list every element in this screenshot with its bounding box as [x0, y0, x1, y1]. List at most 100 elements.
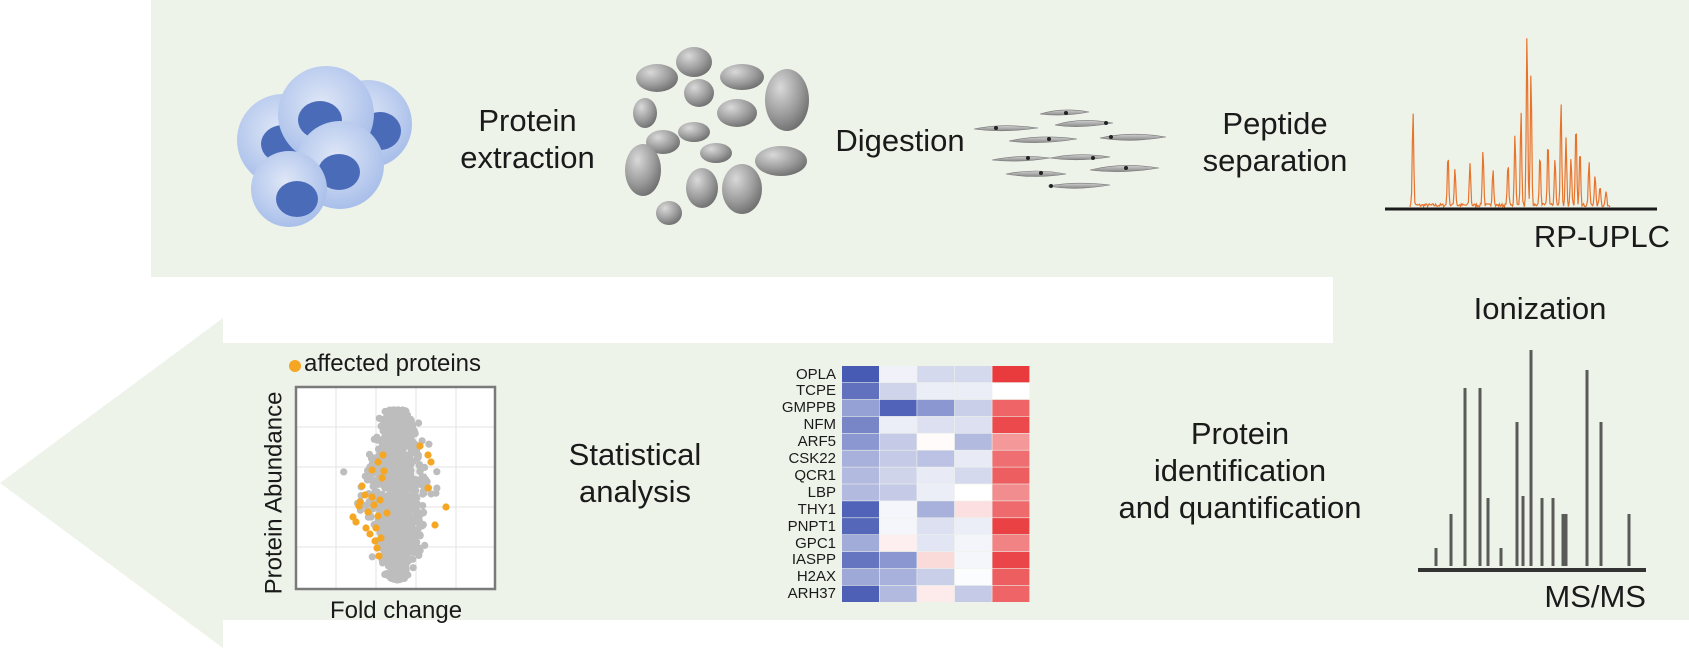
peptide-separation-label: Peptide separation: [1175, 105, 1375, 179]
heatmap-cell: [954, 568, 992, 586]
heatmap-cell: [842, 450, 879, 467]
plot-point: [390, 470, 398, 478]
peptide: [1049, 154, 1111, 161]
affected-point: [376, 496, 384, 504]
plot-point: [416, 547, 424, 555]
protein-blob: [636, 64, 678, 92]
heatmap-cell: [954, 551, 992, 569]
heatmap-cell: [879, 585, 917, 602]
heatmap-cell: [917, 535, 955, 552]
plot-point: [373, 433, 381, 441]
protein-identification-label: Protein identification and quantificatio…: [1090, 415, 1390, 527]
heatmap-cell: [954, 484, 992, 501]
protein-blob: [625, 144, 661, 196]
plot-point: [367, 513, 375, 521]
affected-point: [364, 508, 372, 516]
plot-point: [393, 415, 401, 423]
plot-point: [403, 533, 411, 541]
heatmap-cell: [992, 416, 1030, 433]
plot-point: [422, 475, 430, 484]
label-line: Protein: [1190, 416, 1290, 451]
heatmap-cell: [842, 501, 879, 518]
heatmap-cell: [954, 518, 992, 535]
heatmap-row-label: ARF5: [797, 433, 836, 451]
plot-point: [409, 564, 417, 572]
heatmap-row-label: PNPT1: [787, 517, 836, 535]
label-line: analysis: [579, 474, 691, 510]
plot-point: [399, 475, 407, 483]
peptide: [1039, 109, 1090, 116]
protein-blob: [686, 168, 718, 208]
plot-point: [388, 520, 396, 529]
affected-point: [427, 458, 435, 466]
heatmap-cell: [954, 535, 992, 552]
affected-point: [372, 524, 380, 532]
plot-point: [395, 548, 403, 556]
heatmap-cell: [879, 518, 917, 535]
heatmap-row-label: OPLA: [795, 365, 836, 383]
heatmap-cell: [954, 467, 992, 484]
heatmap-cell: [879, 535, 917, 552]
heatmap-cell: [842, 535, 879, 552]
label-line: separation: [1202, 143, 1348, 179]
plot-point: [393, 560, 401, 569]
volcano-legend-label: affected proteins: [304, 350, 482, 377]
plot-point: [368, 553, 376, 561]
affected-point: [371, 537, 379, 545]
heatmap-cell: [992, 467, 1030, 484]
affected-point: [424, 484, 432, 492]
heatmap-cell: [879, 416, 917, 433]
plot-point: [390, 495, 398, 503]
plot-point: [401, 562, 409, 570]
cell: [251, 151, 327, 227]
plot-point: [412, 487, 420, 495]
heatmap-row-label: LBP: [807, 483, 836, 501]
heatmap-cell: [954, 433, 992, 450]
heatmap-cell: [879, 501, 917, 518]
heatmap-cell: [879, 366, 917, 383]
heatmap-cell: [842, 433, 879, 450]
heatmap-cell: [917, 501, 955, 518]
heatmap-cell: [842, 416, 879, 433]
label-line: Statistical: [568, 437, 702, 472]
plot-point: [379, 427, 387, 435]
label-line: Peptide: [1222, 106, 1328, 141]
affected-point: [349, 513, 357, 521]
affected-point: [379, 451, 387, 459]
protein-blob: [676, 47, 712, 77]
plot-point: [369, 454, 377, 462]
digestion-label: Digestion: [835, 123, 965, 158]
plot-point: [398, 424, 406, 432]
affected-point: [383, 509, 391, 517]
heatmap-cell: [992, 366, 1030, 383]
heatmap-cell: [954, 399, 992, 417]
heatmap-cell: [879, 399, 917, 417]
plot-point: [416, 466, 424, 474]
protein-blob: [755, 146, 807, 176]
plot-point: [403, 491, 411, 499]
heatmap-cell: [842, 467, 879, 484]
heatmap-cell: [842, 551, 879, 569]
heatmap-row-label: ARH37: [787, 585, 836, 603]
affected-point: [374, 512, 382, 520]
heatmap-cell: [842, 366, 879, 383]
peptide: [1054, 120, 1114, 127]
plot-point: [385, 438, 393, 446]
heatmap-cell: [992, 518, 1030, 535]
plot-points: [340, 406, 450, 584]
affected-point: [431, 521, 439, 529]
heatmap-cell: [879, 551, 917, 569]
heatmap-cell: [917, 382, 955, 400]
heatmap-row-label: IASPP: [791, 551, 836, 569]
label-line: identification: [1153, 453, 1327, 489]
affected-point: [361, 491, 369, 499]
affected-point: [370, 501, 378, 509]
heatmap-cell: [879, 467, 917, 484]
affected-point: [377, 534, 385, 542]
protein-blob: [678, 122, 710, 142]
plot-point: [386, 420, 394, 428]
heatmap-cell: [842, 484, 879, 501]
plot-point: [419, 520, 427, 529]
